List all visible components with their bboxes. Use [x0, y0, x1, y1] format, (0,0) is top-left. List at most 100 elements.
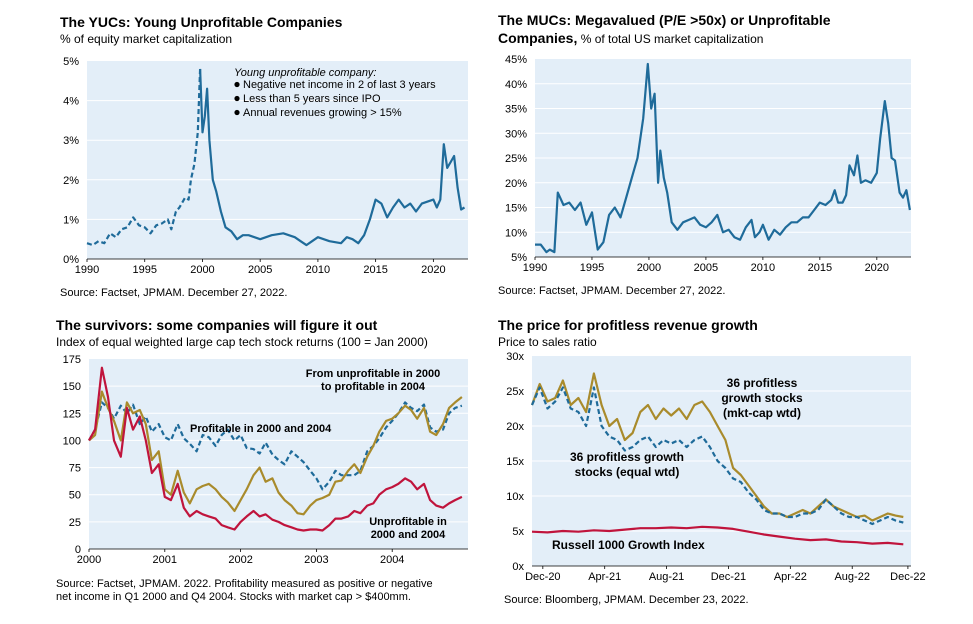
x-tick-label: 2005 — [694, 262, 718, 274]
y-tick-label: 150 — [63, 381, 81, 393]
x-tick-label: 2020 — [865, 262, 889, 274]
x-tick-label: 2004 — [380, 554, 404, 566]
y-tick-label: 125 — [63, 408, 81, 420]
mucs-title-line1: The MUCs: Megavalued (P/E >50x) or Unpro… — [498, 12, 831, 28]
profitless-subtitle: Price to sales ratio — [498, 335, 597, 349]
x-tick-label: Dec-22 — [890, 571, 925, 583]
survivors-title: The survivors: some companies will figur… — [56, 317, 378, 333]
survivors-source-line2: net income in Q1 2000 and Q4 2004. Stock… — [56, 591, 411, 603]
x-tick-label: 1990 — [75, 264, 99, 276]
series-label-unprofitable: Unprofitable in — [369, 516, 447, 528]
x-tick-label: 1990 — [523, 262, 547, 274]
y-tick-label: 100 — [63, 435, 81, 447]
series-line-from-unprofitable-in-2000-to-profitable-in-2004 — [88, 390, 463, 516]
annotation-bullet: Less than 5 years since IPO — [243, 93, 381, 105]
mucs-source: Source: Factset, JPMAM. December 27, 202… — [498, 285, 726, 297]
y-tick-label: 1% — [63, 214, 79, 226]
yucs-title: The YUCs: Young Unprofitable Companies — [60, 14, 343, 30]
y-tick-label: 5% — [63, 56, 79, 68]
series-label-mktcap: growth stocks — [721, 391, 803, 405]
plot-area-0 — [87, 61, 468, 259]
x-tick-label: 2005 — [248, 264, 272, 276]
survivors-subtitle: Index of equal weighted large cap tech s… — [56, 335, 428, 349]
series-line-0 — [86, 68, 202, 247]
series-line-36-profitless-growth-stocks-mkt-cap-wtd- — [530, 372, 904, 522]
y-tick-label: 175 — [63, 354, 81, 366]
y-tick-label: 3% — [63, 135, 79, 147]
series-label-russell: Russell 1000 Growth Index — [552, 538, 705, 552]
annotation-bullet-dot — [234, 95, 240, 102]
x-tick-label: 2001 — [153, 554, 177, 566]
mucs-title-line2: Companies, % of total US market capitali… — [498, 30, 763, 48]
y-tick-label: 0x — [512, 561, 524, 573]
mucs-subtitle: % of total US market capitalization — [577, 32, 764, 46]
survivors-source-line1: Source: Factset, JPMAM. 2022. Profitabil… — [56, 578, 433, 590]
x-tick-label: 2015 — [808, 262, 832, 274]
y-tick-label: 75 — [69, 463, 81, 475]
y-tick-label: 25 — [69, 517, 81, 529]
x-tick-label: 1995 — [580, 262, 604, 274]
series-line-36-profitless-growth-stocks-equal-wtd- — [530, 386, 904, 526]
y-tick-label: 2% — [63, 175, 79, 187]
y-tick-label: 50 — [69, 490, 81, 502]
annotation-heading: Young unprofitable company: — [234, 67, 377, 79]
series-label-from-unprofitable: From unprofitable in 2000 — [306, 368, 440, 380]
annotation-bullet-dot — [234, 109, 240, 116]
x-tick-label: 2015 — [363, 264, 387, 276]
x-tick-label: 2000 — [77, 554, 101, 566]
y-tick-label: 45% — [505, 54, 527, 66]
x-tick-label: Dec-21 — [711, 571, 746, 583]
y-tick-label: 4% — [63, 96, 79, 108]
y-tick-label: 5x — [512, 526, 524, 538]
series-line-1 — [199, 68, 466, 247]
yucs-source: Source: Factset, JPMAM. December 27, 202… — [60, 287, 288, 299]
y-tick-label: 25x — [506, 386, 524, 398]
x-tick-label: Apr-22 — [774, 571, 807, 583]
x-tick-label: 2010 — [751, 262, 775, 274]
x-tick-label: 2003 — [304, 554, 328, 566]
x-tick-label: 1995 — [132, 264, 156, 276]
profitless-title: The price for profitless revenue growth — [498, 317, 758, 333]
series-label-profitable: Profitable in 2000 and 2004 — [190, 423, 332, 435]
series-line-unprofitable-in-2000-and-2004 — [88, 366, 463, 532]
profitless-source: Source: Bloomberg, JPMAM. December 23, 2… — [504, 594, 749, 606]
y-tick-label: 10% — [505, 227, 527, 239]
series-label-from-unprofitable: to profitable in 2004 — [321, 381, 426, 393]
y-tick-label: 40% — [505, 79, 527, 91]
annotation-bullet-dot — [234, 81, 240, 88]
x-tick-label: Aug-21 — [649, 571, 684, 583]
y-tick-label: 25% — [505, 153, 527, 165]
yucs-subtitle: % of equity market capitalization — [60, 32, 233, 46]
series-line-russell-1000-growth-index — [531, 525, 904, 546]
x-tick-label: 2002 — [228, 554, 252, 566]
x-tick-label: Aug-22 — [834, 571, 869, 583]
y-tick-label: 0 — [75, 544, 81, 556]
series-label-equal: 36 profitless growth — [570, 450, 684, 464]
y-tick-label: 15x — [506, 456, 524, 468]
annotation-bullet: Annual revenues growing > 15% — [243, 107, 402, 119]
series-line-0 — [535, 62, 911, 254]
x-tick-label: 2000 — [637, 262, 661, 274]
mucs-title-line2-bold: Companies, — [498, 30, 578, 46]
y-tick-label: 30x — [506, 351, 524, 363]
y-tick-label: 5% — [511, 252, 527, 264]
series-label-unprofitable: 2000 and 2004 — [371, 529, 446, 541]
y-tick-label: 20x — [506, 421, 524, 433]
series-label-mktcap: 36 profitless — [727, 376, 798, 390]
x-tick-label: Apr-21 — [588, 571, 621, 583]
series-label-equal: stocks (equal wtd) — [575, 465, 680, 479]
series-line-profitable-in-2000-and-2004 — [88, 401, 463, 491]
y-tick-label: 15% — [505, 203, 527, 215]
x-tick-label: Dec-20 — [525, 571, 560, 583]
x-tick-label: 2020 — [421, 264, 445, 276]
annotation-bullet: Negative net income in 2 of last 3 years — [243, 79, 436, 91]
y-tick-label: 0% — [63, 254, 79, 266]
y-tick-label: 10x — [506, 491, 524, 503]
y-tick-label: 20% — [505, 178, 527, 190]
x-tick-label: 2000 — [190, 264, 214, 276]
x-tick-label: 2010 — [306, 264, 330, 276]
y-tick-label: 35% — [505, 104, 527, 116]
series-label-mktcap: (mkt-cap wtd) — [723, 406, 801, 420]
y-tick-label: 30% — [505, 128, 527, 140]
